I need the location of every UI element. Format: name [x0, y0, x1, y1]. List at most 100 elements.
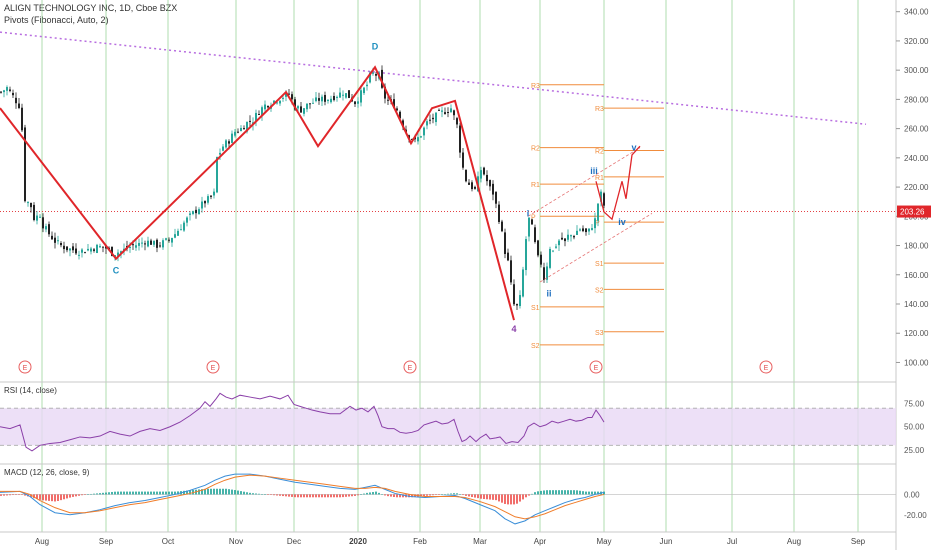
candle-body	[423, 127, 425, 136]
candle-body	[309, 103, 311, 105]
candle-body	[246, 121, 248, 132]
candle-body	[558, 240, 560, 246]
macd-histogram-bar	[474, 494, 476, 498]
macd-histogram-bar	[492, 494, 494, 500]
candle-body	[33, 204, 35, 221]
candle-body	[165, 238, 167, 240]
candle-body	[183, 222, 185, 231]
candle-body	[345, 93, 347, 98]
price-tick-label: 280.00	[904, 95, 929, 104]
candle-body	[213, 191, 215, 196]
candle-body	[153, 240, 155, 245]
candle-body	[21, 107, 23, 131]
time-axis-label: Jun	[660, 537, 673, 546]
macd-histogram-bar	[297, 494, 299, 498]
macd-histogram-bar	[396, 494, 398, 498]
macd-histogram-bar	[426, 494, 428, 496]
macd-histogram-bar	[270, 494, 272, 495]
candle-body	[162, 240, 164, 248]
candle-body	[81, 249, 83, 253]
macd-histogram-bar	[234, 490, 236, 495]
candle-body	[54, 237, 56, 243]
candle-body	[483, 167, 485, 175]
candle-body	[285, 92, 287, 97]
earnings-marker-label: E	[23, 365, 28, 372]
time-axis-label: Mar	[473, 537, 487, 546]
candle-body	[12, 92, 14, 96]
macd-histogram-bar	[594, 491, 596, 495]
macd-histogram-bar	[510, 494, 512, 505]
candle-body	[546, 266, 548, 280]
candle-body	[495, 192, 497, 204]
candle-body	[210, 195, 212, 197]
candle-body	[45, 226, 47, 230]
macd-histogram-bar	[435, 494, 437, 495]
candle-body	[303, 108, 305, 114]
candle-body	[567, 234, 569, 240]
candle-body	[534, 227, 536, 242]
macd-histogram-bar	[537, 491, 539, 495]
candle-body	[588, 228, 590, 232]
candle-body	[60, 243, 62, 246]
candle-body	[225, 140, 227, 148]
earnings-marker-icon	[18, 360, 32, 374]
candle-body	[513, 284, 515, 305]
macd-histogram-bar	[576, 490, 578, 495]
macd-histogram-bar	[390, 494, 392, 497]
chart-title: ALIGN TECHNOLOGY INC, 1D, Cboe BZX	[4, 3, 178, 13]
macd-histogram-bar	[300, 494, 302, 498]
candle-body	[480, 170, 482, 179]
candle-body	[402, 120, 404, 128]
macd-histogram-bar	[189, 490, 191, 495]
candle-body	[570, 235, 572, 237]
candle-body	[228, 141, 230, 144]
candle-body	[528, 217, 530, 237]
macd-histogram-bar	[177, 491, 179, 495]
candle-body	[204, 201, 206, 204]
macd-histogram-bar	[285, 494, 287, 497]
candle-body	[333, 96, 335, 101]
candle-body	[366, 84, 368, 87]
candle-body	[354, 101, 356, 105]
candle-body	[564, 238, 566, 242]
candle-body	[453, 110, 455, 116]
macd-histogram-bar	[495, 494, 497, 501]
macd-histogram-bar	[45, 494, 47, 501]
macd-histogram-bar	[321, 494, 323, 498]
macd-histogram-bar	[69, 494, 71, 498]
macd-histogram-bar	[276, 494, 278, 496]
candle-body	[93, 249, 95, 251]
candle-body	[339, 92, 341, 98]
macd-histogram-bar	[312, 494, 314, 498]
macd-histogram-bar	[291, 494, 293, 497]
candle-body	[36, 215, 38, 221]
candle-body	[96, 244, 98, 254]
candle-body	[396, 108, 398, 111]
candle-body	[264, 104, 266, 110]
macd-histogram-bar	[366, 492, 368, 495]
candle-body	[75, 248, 77, 254]
candle-body	[24, 127, 26, 202]
trendline	[0, 31, 867, 125]
macd-histogram-bar	[153, 491, 155, 495]
macd-histogram-bar	[561, 490, 563, 495]
candle-body	[591, 228, 593, 230]
macd-histogram-bar	[246, 492, 248, 495]
macd-histogram-bar	[567, 490, 569, 495]
candle-body	[234, 131, 236, 136]
macd-histogram-bar	[447, 493, 449, 495]
pivot-level-label: S3	[595, 330, 604, 337]
macd-histogram-bar	[423, 494, 425, 497]
macd-histogram-bar	[225, 488, 227, 495]
macd-histogram-bar	[351, 494, 353, 497]
candle-body	[186, 217, 188, 223]
macd-histogram-bar	[399, 494, 401, 498]
macd-histogram-bar	[51, 494, 53, 502]
candle-body	[447, 112, 449, 114]
macd-histogram-bar	[39, 494, 41, 500]
macd-histogram-bar	[228, 489, 230, 495]
candle-body	[525, 239, 527, 271]
macd-histogram-bar	[570, 490, 572, 495]
macd-histogram-bar	[150, 491, 152, 495]
